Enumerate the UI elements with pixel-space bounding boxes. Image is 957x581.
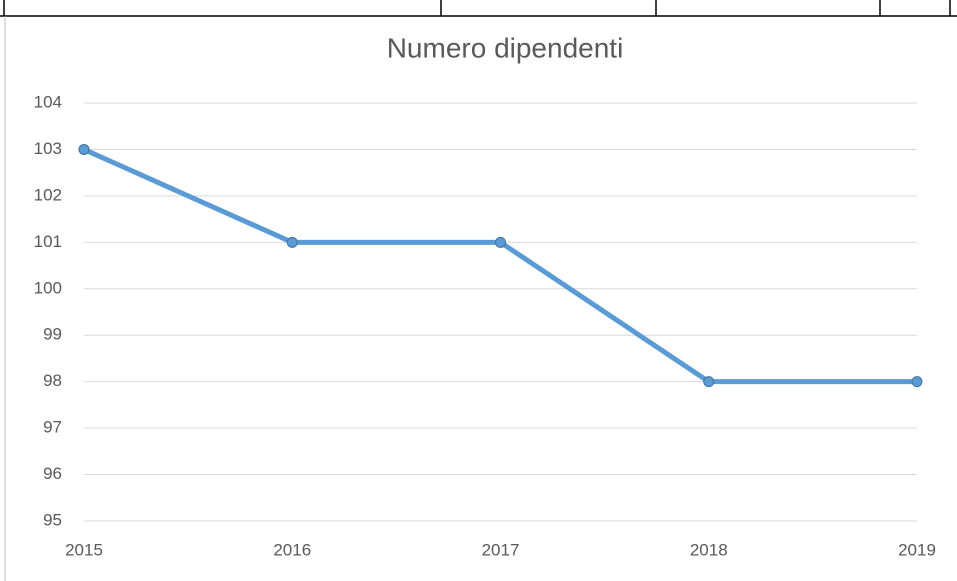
x-tick-label: 2017 xyxy=(482,540,520,559)
y-tick-label: 99 xyxy=(43,325,62,344)
y-tick-label: 100 xyxy=(34,278,62,297)
chart-title: Numero dipendenti xyxy=(387,32,624,63)
x-tick-label: 2019 xyxy=(898,540,936,559)
marker xyxy=(78,143,90,155)
table-border xyxy=(0,0,957,17)
marker xyxy=(703,376,715,388)
marker xyxy=(911,376,923,388)
y-tick-label: 98 xyxy=(43,371,62,390)
x-tick-label: 2015 xyxy=(65,540,103,559)
y-tick-label: 97 xyxy=(43,418,62,437)
y-tick-label: 96 xyxy=(43,464,62,483)
y-tick-label: 102 xyxy=(34,185,62,204)
y-tick-label: 104 xyxy=(34,92,62,111)
marker xyxy=(495,236,506,248)
y-tick-label: 95 xyxy=(43,510,62,529)
marker xyxy=(286,236,298,248)
y-tick-label: 103 xyxy=(34,139,62,158)
x-tick-label: 2018 xyxy=(690,540,728,559)
x-tick-label: 2016 xyxy=(273,540,311,559)
y-tick-label: 101 xyxy=(34,232,62,251)
